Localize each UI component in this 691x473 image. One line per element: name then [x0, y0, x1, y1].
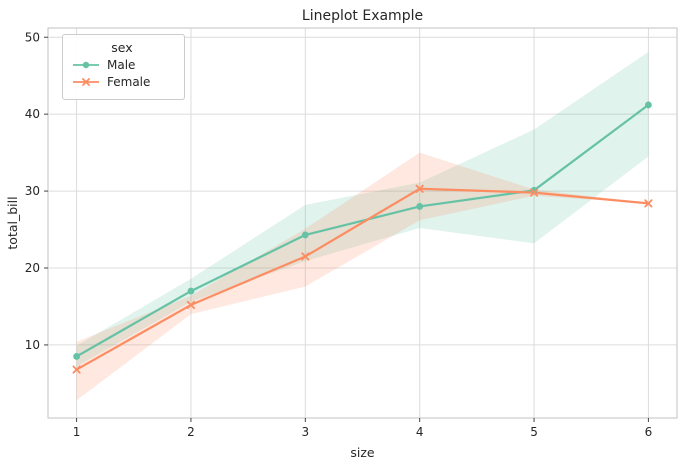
legend-label-female: Female — [107, 75, 151, 89]
svg-text:30: 30 — [25, 184, 40, 198]
tick-labels: 1 2 3 4 5 6 10 20 30 40 50 — [25, 30, 653, 439]
svg-text:2: 2 — [187, 425, 195, 439]
legend-label-male: Male — [107, 58, 136, 72]
legend-swatch-circle-icon — [73, 61, 99, 69]
svg-text:20: 20 — [25, 261, 40, 275]
svg-text:5: 5 — [530, 425, 538, 439]
svg-text:6: 6 — [645, 425, 653, 439]
chart-title: Lineplot Example — [301, 8, 424, 24]
svg-text:4: 4 — [416, 425, 424, 439]
ci-band-female — [76, 152, 649, 401]
x-axis-label: size — [350, 445, 375, 460]
legend: sex Male Female — [62, 34, 185, 100]
axes-spines — [47, 27, 678, 419]
svg-text:3: 3 — [301, 425, 309, 439]
line-female — [75, 187, 650, 371]
svg-text:50: 50 — [25, 30, 40, 44]
legend-item-female: Female — [72, 75, 172, 89]
line-male — [75, 103, 650, 358]
svg-text:10: 10 — [25, 338, 40, 352]
markers-female — [72, 184, 653, 374]
legend-item-male: Male — [72, 58, 172, 72]
legend-title: sex — [111, 40, 133, 55]
legend-items: Male Female — [72, 58, 172, 89]
svg-text:40: 40 — [25, 107, 40, 121]
legend-swatch-x-icon — [73, 78, 99, 86]
y-axis-label: total_bill — [5, 196, 20, 250]
ci-band-male — [76, 51, 649, 367]
svg-text:1: 1 — [73, 425, 81, 439]
